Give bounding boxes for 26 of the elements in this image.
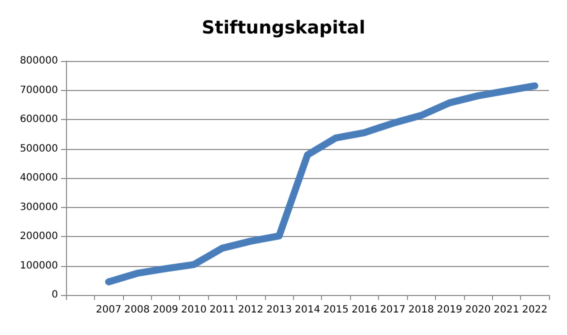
x-tick-label: 2007 [96, 304, 122, 316]
x-tick-label: 2009 [152, 304, 178, 316]
x-tick-label: 2013 [266, 304, 292, 316]
y-tick-label: 300000 [20, 202, 58, 213]
y-tick-label: 100000 [20, 260, 58, 272]
y-tick-label: 700000 [20, 84, 58, 96]
chart-title: Stiftungskapital [202, 18, 366, 38]
x-tick-label: 2022 [522, 304, 548, 316]
x-tick-label: 2010 [181, 304, 207, 316]
y-tick-label: 200000 [20, 231, 58, 242]
y-tick-label: 0 [52, 290, 58, 300]
x-tick-label: 2019 [436, 304, 462, 316]
y-tick-label: 600000 [20, 114, 58, 125]
x-tick-label: 2021 [494, 304, 520, 316]
y-tick-label: 500000 [20, 143, 58, 154]
x-tick-label: 2008 [124, 304, 150, 316]
y-tick-label: 800000 [20, 56, 58, 66]
x-tick-label: 2016 [352, 304, 378, 316]
x-tick-label: 2014 [294, 304, 320, 316]
x-tick-label: 2020 [465, 304, 491, 316]
x-tick-label: 2012 [238, 304, 264, 316]
x-tick-label: 2011 [210, 304, 235, 316]
y-tick-label: 400000 [20, 172, 58, 184]
x-tick-label: 2017 [380, 304, 406, 316]
x-tick-label: 2015 [323, 304, 349, 316]
x-tick-label: 2018 [408, 304, 434, 316]
